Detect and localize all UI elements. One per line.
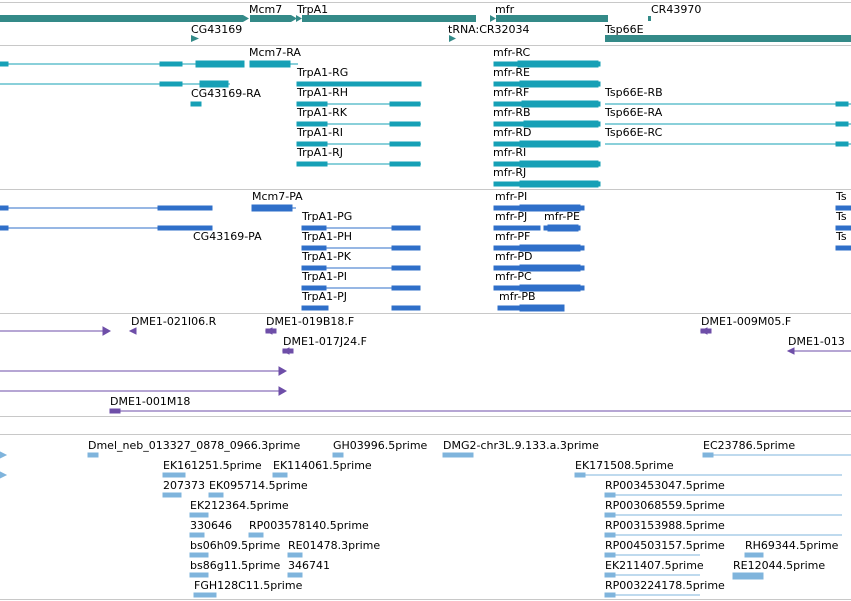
transcripts-feature-label[interactable]: mfr-RI [493, 146, 526, 159]
ests-feature-label[interactable]: RP003453047.5prime [605, 479, 725, 492]
proteins-feature-label[interactable]: CG43169-PA [193, 230, 262, 243]
gene-bar[interactable] [0, 15, 243, 22]
gene-bar[interactable] [496, 15, 608, 22]
ests-feature-label[interactable]: EK161251.5prime [163, 459, 262, 472]
clones-feature-label[interactable]: DME1-001M18 [110, 395, 190, 408]
ests-feature-label[interactable]: EK095714.5prime [209, 479, 308, 492]
ests-feature-label[interactable]: RP003578140.5prime [249, 519, 369, 532]
ests-feature-label[interactable]: RP003153988.5prime [605, 519, 725, 532]
proteins-feature-label[interactable]: TrpA1-PG [301, 210, 352, 223]
proteins-feature-label[interactable]: mfr-PE [544, 210, 580, 223]
ests-feature-label[interactable]: EC23786.5prime [703, 439, 795, 452]
transcripts-feature-label[interactable]: Tsp66E-RA [604, 106, 663, 119]
proteins-feature-label[interactable]: TrpA1-PJ [301, 290, 347, 303]
ests-feature-label[interactable]: GH03996.5prime [333, 439, 428, 452]
genes-feature-label[interactable]: Tsp66E [604, 23, 644, 36]
ests-feature-label[interactable]: EK211407.5prime [605, 559, 704, 572]
ests-feature-label[interactable]: EK212364.5prime [190, 499, 289, 512]
transcripts-feature-label[interactable]: Mcm7-RA [249, 46, 301, 59]
gene-arrow [449, 35, 456, 42]
ests-feature-label[interactable]: RE12044.5prime [733, 559, 825, 572]
ests-feature-label[interactable]: RE01478.3prime [288, 539, 380, 552]
ests-feature-label[interactable]: RP003068559.5prime [605, 499, 725, 512]
transcripts-feature-label[interactable]: mfr-RD [493, 126, 532, 139]
transcripts-feature-label[interactable]: mfr-RC [493, 46, 530, 59]
clone-track [0, 326, 851, 414]
gene-track [0, 15, 851, 42]
gene-bar[interactable] [605, 35, 851, 42]
proteins-feature-label[interactable]: Ts [835, 210, 847, 223]
ests-feature-label[interactable]: bs06h09.5prime [190, 539, 280, 552]
clones-feature-label[interactable]: DME1-019B18.F [266, 315, 354, 328]
genes-feature-label[interactable]: CR43970 [651, 3, 701, 16]
transcripts-feature-label[interactable]: mfr-RF [493, 86, 529, 99]
gene-arrow [291, 15, 297, 22]
ests-feature-label[interactable]: RH69344.5prime [745, 539, 839, 552]
proteins-feature-label[interactable]: TrpA1-PH [301, 230, 352, 243]
proteins-feature-label[interactable]: mfr-PF [495, 230, 530, 243]
proteins-feature-label[interactable]: Ts [835, 190, 847, 203]
genes-feature-label[interactable]: Mcm7 [249, 3, 282, 16]
gene-arrow [490, 15, 496, 22]
proteins-feature-label[interactable]: TrpA1-PK [301, 250, 352, 263]
transcripts-feature-label[interactable]: Tsp66E-RB [604, 86, 663, 99]
clones-feature-label[interactable]: DME1-021I06.R [131, 315, 217, 328]
clones-feature-label[interactable]: DME1-017J24.F [283, 335, 367, 348]
transcripts-feature-label[interactable]: mfr-RB [493, 106, 531, 119]
proteins-feature-label[interactable]: Mcm7-PA [252, 190, 303, 203]
ests-feature-label[interactable]: EK171508.5prime [575, 459, 674, 472]
genes-feature-label[interactable]: TrpA1 [296, 3, 328, 16]
ests-feature-label[interactable]: 207373 [163, 479, 205, 492]
proteins-feature-label[interactable]: mfr-PI [495, 190, 527, 203]
gene-arrow [296, 15, 302, 22]
transcripts-feature-label[interactable]: TrpA1-RK [296, 106, 348, 119]
transcripts-feature-label[interactable]: TrpA1-RJ [296, 146, 343, 159]
gene-bar[interactable] [302, 15, 476, 22]
gene-arrow [243, 15, 249, 22]
ests-feature-label[interactable]: 330646 [190, 519, 232, 532]
protein-track [0, 204, 851, 312]
gene-bar[interactable] [648, 16, 651, 21]
proteins-feature-label[interactable]: Ts [835, 230, 847, 243]
ests-feature-label[interactable]: RP003224178.5prime [605, 579, 725, 592]
proteins-feature-label[interactable]: mfr-PC [495, 270, 532, 283]
clones-feature-label[interactable]: DME1-009M05.F [701, 315, 791, 328]
transcripts-feature-label[interactable]: Tsp66E-RC [604, 126, 663, 139]
ests-feature-label[interactable]: RP004503157.5prime [605, 539, 725, 552]
transcripts-feature-label[interactable]: TrpA1-RG [296, 66, 348, 79]
ests-feature-label[interactable]: DMG2-chr3L.9.133.a.3prime [443, 439, 599, 452]
ests-feature-label[interactable]: Dmel_neb_013327_0878_0966.3prime [88, 439, 300, 452]
proteins-feature-label[interactable]: mfr-PB [499, 290, 536, 303]
transcripts-feature-label[interactable]: TrpA1-RH [296, 86, 348, 99]
transcripts-feature-label[interactable]: CG43169-RA [191, 87, 261, 100]
transcripts-feature-label[interactable]: TrpA1-RI [296, 126, 343, 139]
feature-labels: Mcm7 TrpA1 mfr CR43970 CG43169 tRNA:CR32034 Ts… [88, 3, 847, 592]
gene-arrow [191, 35, 199, 42]
transcripts-feature-label[interactable]: mfr-RE [493, 66, 530, 79]
transcripts-feature-label[interactable]: mfr-RJ [493, 166, 526, 179]
ests-feature-label[interactable]: EK114061.5prime [273, 459, 372, 472]
proteins-feature-label[interactable]: mfr-PJ [495, 210, 527, 223]
est-track [0, 451, 851, 598]
gene-bar[interactable] [250, 15, 291, 22]
genes-feature-label[interactable]: mfr [495, 3, 515, 16]
genes-feature-label[interactable]: CG43169 [191, 23, 242, 36]
ests-feature-label[interactable]: 346741 [288, 559, 330, 572]
ests-feature-label[interactable]: bs86g11.5prime [190, 559, 280, 572]
proteins-feature-label[interactable]: TrpA1-PI [301, 270, 347, 283]
transcript-track [0, 60, 851, 188]
genes-feature-label[interactable]: tRNA:CR32034 [448, 23, 530, 36]
proteins-feature-label[interactable]: mfr-PD [495, 250, 532, 263]
clones-feature-label[interactable]: DME1-013 [788, 335, 845, 348]
ests-feature-label[interactable]: FGH128C11.5prime [194, 579, 303, 592]
